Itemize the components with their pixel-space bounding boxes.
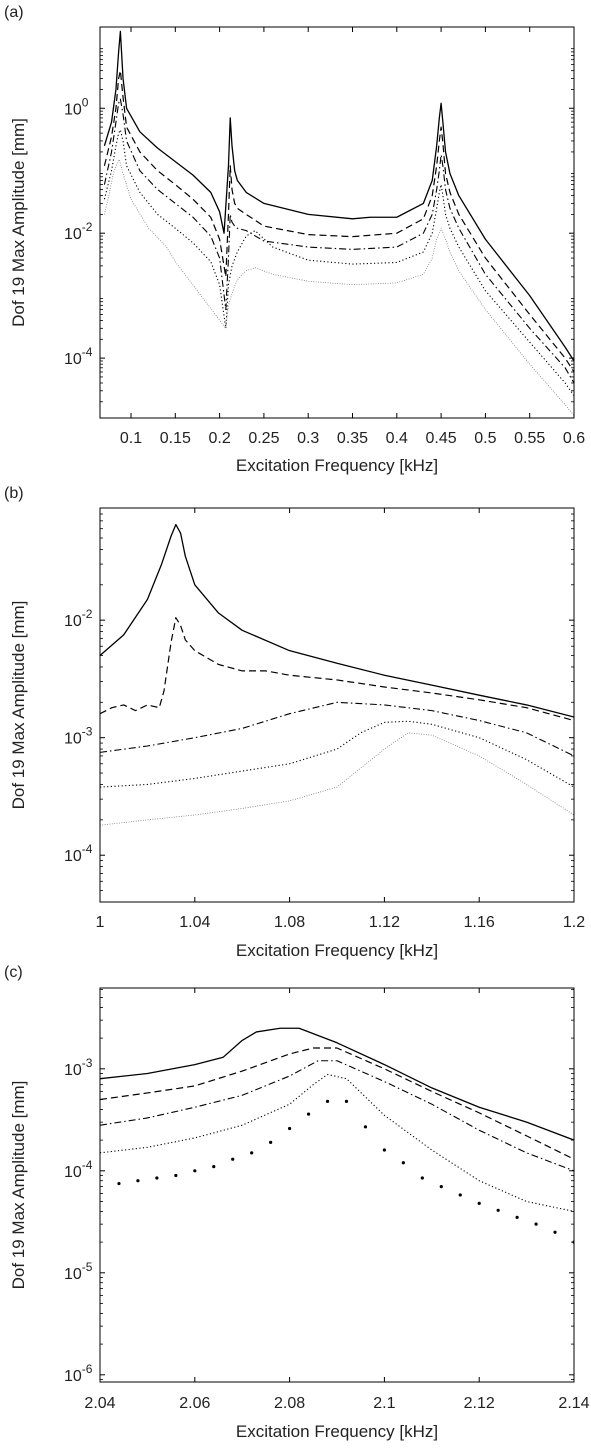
y-tick-label: 10-4 [64, 1158, 93, 1181]
x-tick-label: 1 [96, 914, 105, 931]
series-1-line [103, 30, 574, 362]
series-5-marker [117, 1181, 121, 1186]
x-tick-label: 2.04 [84, 1395, 115, 1412]
series-4-line [100, 720, 574, 788]
series-2-line [100, 617, 574, 722]
x-tick-label: 2.12 [464, 1395, 495, 1412]
y-tick-label: 10-3 [64, 725, 93, 748]
series-5-marker [534, 1222, 538, 1226]
y-tick-label: 10-6 [64, 1362, 93, 1385]
x-tick-label: 0.55 [514, 430, 545, 447]
series-5-marker [231, 1157, 235, 1161]
series-5-marker [136, 1179, 140, 1183]
series-5-marker [477, 1201, 481, 1205]
series-4-line [100, 1073, 574, 1212]
series-5-marker [250, 1151, 254, 1155]
series-5-marker [420, 1176, 424, 1180]
series-1-line [100, 1027, 574, 1141]
series-3-line [100, 1060, 574, 1172]
panel-label: (c) [4, 964, 23, 981]
plot-area [103, 30, 574, 416]
series-1-line [100, 523, 574, 718]
x-tick-label: 2.14 [558, 1395, 589, 1412]
panel-label: (b) [4, 485, 24, 502]
series-5-marker [363, 1125, 368, 1129]
axes-frame [99, 987, 575, 1383]
x-tick-label: 0.1 [120, 430, 142, 447]
y-tick-label: 10-5 [64, 1260, 93, 1283]
x-tick-label: 2.06 [179, 1395, 210, 1412]
x-axis-title: Excitation Frequency [kHz] [236, 941, 438, 960]
x-tick-label: 0.35 [337, 430, 368, 447]
x-tick-label: 1.08 [274, 914, 305, 931]
series-5-marker [458, 1193, 462, 1197]
x-tick-label: 0.5 [474, 430, 496, 447]
series-5-line [104, 159, 574, 416]
series-5-marker [439, 1185, 443, 1189]
x-tick-label: 0.4 [386, 430, 408, 447]
series-5-marker [401, 1161, 405, 1165]
series-5-marker [325, 1099, 330, 1103]
axes-frame [99, 507, 575, 903]
series-5-marker [174, 1173, 178, 1178]
x-tick-label: 0.25 [248, 430, 279, 447]
x-tick-label: 1.2 [563, 914, 585, 931]
plot-area [100, 523, 574, 826]
series-5-marker [155, 1176, 159, 1180]
chart-panel-b: (b) 1 1.04 1.08 1.12 1.16 1.2 10-2 10-3 10-4 Excit… [4, 485, 585, 960]
y-axis-title: Dof 19 Max Amplitude [mm] [9, 1081, 28, 1290]
x-tick-label: 1.16 [464, 914, 495, 931]
y-tick-label: 10-3 [64, 1056, 93, 1079]
y-tick-label: 100 [64, 95, 89, 118]
series-5-marker [212, 1164, 216, 1169]
x-tick-label: 2.08 [274, 1395, 305, 1412]
series-3-line [100, 701, 574, 757]
series-5-marker [553, 1230, 557, 1234]
series-3-line [103, 98, 574, 384]
series-5-line [100, 732, 574, 826]
series-4-line [103, 129, 574, 397]
x-axis-title: Excitation Frequency [kHz] [236, 456, 438, 475]
x-axis-title: Excitation Frequency [kHz] [236, 1422, 438, 1441]
series-5-marker [193, 1169, 197, 1173]
y-tick-label: 10-2 [64, 220, 93, 243]
x-tick-label: 0.6 [563, 430, 585, 447]
x-tick-label: 0.3 [297, 430, 319, 447]
x-tick-label: 0.45 [426, 430, 457, 447]
series-5-marker [269, 1140, 273, 1144]
y-tick-label: 10-2 [64, 607, 93, 630]
x-tick-label: 0.15 [160, 430, 191, 447]
x-tick-label: 1.04 [179, 914, 210, 931]
series-5-marker [515, 1215, 519, 1219]
plot-area [100, 1027, 574, 1244]
series-5-marker [288, 1126, 292, 1131]
y-axis-title: Dof 19 Max Amplitude [mm] [9, 118, 28, 327]
y-tick-label: 10-4 [64, 345, 93, 368]
y-tick-label: 10-4 [64, 842, 93, 865]
series-2-line [103, 70, 574, 373]
series-5-marker [496, 1208, 500, 1212]
series-2-line [100, 1047, 574, 1160]
series-5-marker [306, 1112, 311, 1116]
x-tick-label: 0.2 [208, 430, 230, 447]
chart-panel-c: (c) 2.04 2.06 2.08 2.1 2.12 2.14 10-3 10-4 10-5 10… [4, 964, 590, 1441]
panel-label: (a) [4, 4, 24, 21]
x-tick-label: 2.1 [373, 1395, 395, 1412]
series-5-marker [344, 1099, 349, 1103]
y-axis-title: Dof 19 Max Amplitude [mm] [9, 601, 28, 810]
chart-panel-a: (a) 0.1 0.15 0.2 0.25 0.3 0.35 0.4 0.45 0.5 0.55 0.… [4, 4, 585, 475]
x-tick-label: 1.12 [369, 914, 400, 931]
series-5-marker [382, 1148, 386, 1152]
axes-frame [99, 26, 575, 419]
